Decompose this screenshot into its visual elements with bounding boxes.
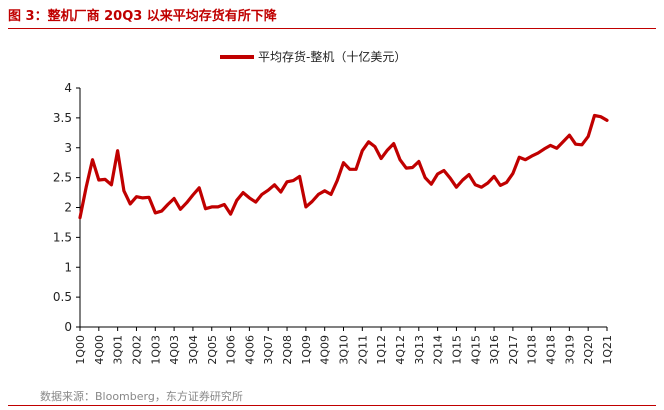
series-line — [78, 113, 609, 220]
x-tick-label: 1Q03 — [149, 335, 162, 365]
y-tick-label: 2 — [64, 201, 72, 215]
x-tick-label: 3Q19 — [563, 335, 576, 365]
x-tick-label: 1Q06 — [225, 335, 238, 365]
y-tick-label: 2.5 — [53, 171, 72, 185]
footer-divider — [8, 405, 656, 406]
x-tick-label: 1Q12 — [375, 335, 388, 365]
y-tick-label: 0.5 — [53, 290, 72, 304]
y-tick-label: 4 — [64, 81, 72, 95]
y-tick-label: 0 — [64, 320, 72, 334]
y-tick-label: 3 — [64, 141, 72, 155]
x-tick-label: 2Q05 — [206, 335, 219, 365]
y-tick-label: 3.5 — [53, 111, 72, 125]
x-tick-label: 1Q15 — [450, 335, 463, 365]
x-tick-label: 2Q02 — [130, 335, 143, 365]
x-tick-label: 3Q16 — [488, 335, 501, 365]
x-tick-label: 3Q01 — [112, 335, 125, 365]
x-tick-label: 4Q12 — [394, 335, 407, 365]
legend-swatch — [220, 54, 254, 59]
x-tick-label: 4Q15 — [469, 335, 482, 365]
x-tick-label: 3Q07 — [262, 335, 275, 365]
x-tick-label: 4Q18 — [545, 335, 558, 365]
figure-title: 图 3：整机厂商 20Q3 以来平均存货有所下降 — [8, 9, 277, 24]
title-divider — [8, 28, 656, 29]
x-tick-label: 3Q04 — [187, 335, 200, 365]
legend-label: 平均存货-整机（十亿美元） — [258, 50, 407, 64]
x-tick-label: 2Q20 — [582, 335, 595, 365]
x-tick-label: 2Q14 — [432, 335, 445, 365]
x-tick-label: 2Q08 — [281, 335, 294, 365]
source-note: 数据来源：Bloomberg，东方证券研究所 — [40, 390, 243, 403]
x-tick-label: 1Q18 — [526, 335, 539, 365]
x-tick-label: 1Q00 — [74, 335, 87, 365]
x-tick-label: 4Q00 — [93, 335, 106, 365]
x-tick-label: 3Q10 — [338, 335, 351, 365]
y-tick-label: 1 — [64, 260, 72, 274]
x-tick-label: 1Q09 — [300, 335, 313, 365]
x-tick-label: 4Q03 — [168, 335, 181, 365]
chart-legend: 平均存货-整机（十亿美元） — [220, 48, 406, 65]
x-tick-label: 4Q06 — [243, 335, 256, 365]
x-tick-label: 2Q11 — [356, 335, 369, 365]
y-tick-label: 1.5 — [53, 230, 72, 244]
x-tick-label: 3Q13 — [413, 335, 426, 365]
x-tick-label: 2Q17 — [507, 335, 520, 365]
x-tick-label: 1Q21 — [601, 335, 614, 365]
x-tick-label: 4Q09 — [319, 335, 332, 365]
